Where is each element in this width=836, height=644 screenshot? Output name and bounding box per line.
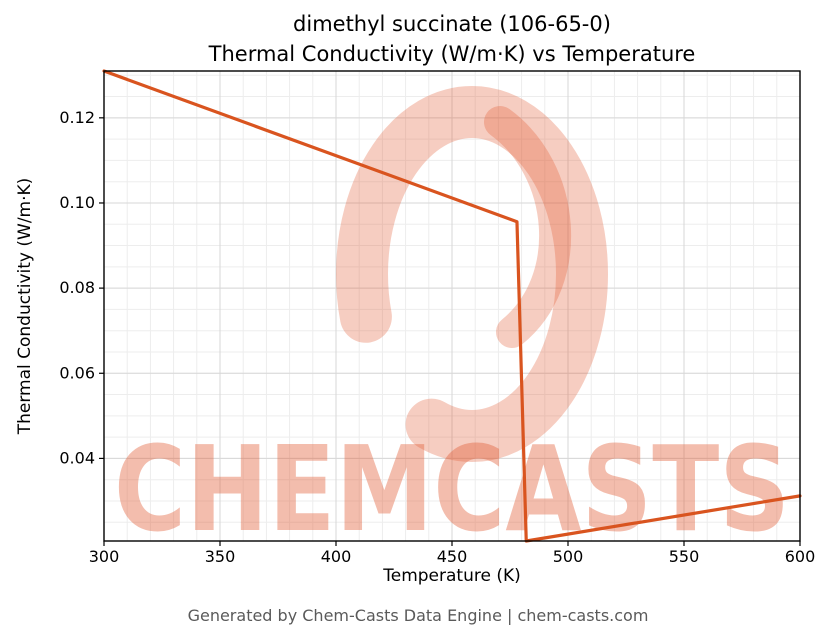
- tick-labels: 300 350 400 450 500 550 600 0.04 0.06 0.08 0.10 0.1…: [59, 108, 815, 566]
- axis-ticks: [99, 117, 801, 546]
- x-axis-label: Temperature (K): [383, 566, 521, 586]
- watermark-swirl-inner-icon: [484, 106, 572, 348]
- x-tick-label: 350: [205, 547, 236, 566]
- x-tick-label: 400: [321, 547, 352, 566]
- y-tick-label: 0.10: [59, 193, 95, 212]
- footer-credit: Generated by Chem-Casts Data Engine | ch…: [187, 606, 649, 625]
- x-tick-label: 550: [669, 547, 700, 566]
- y-tick-label: 0.08: [59, 278, 95, 297]
- chart-title: dimethyl succinate (106-65-0) Thermal Co…: [104, 9, 800, 69]
- x-tick-label: 500: [553, 547, 584, 566]
- chart-title-line2: Thermal Conductivity (W/m·K) vs Temperat…: [208, 42, 696, 66]
- data-line-thermal-conductivity: [102, 69, 802, 543]
- y-tick-label: 0.06: [59, 363, 95, 382]
- x-tick-label: 300: [89, 547, 120, 566]
- x-tick-label: 600: [785, 547, 816, 566]
- watermark-swirl-icon: [336, 86, 608, 462]
- y-tick-label: 0.12: [59, 108, 95, 127]
- watermark: CHEMCASTS: [114, 86, 790, 558]
- chart-title-line1: dimethyl succinate (106-65-0): [293, 12, 611, 36]
- x-tick-label: 450: [437, 547, 468, 566]
- watermark-text: CHEMCASTS: [114, 420, 790, 558]
- y-tick-label: 0.04: [59, 448, 95, 467]
- y-axis-label: Thermal Conductivity (W/m·K): [15, 177, 35, 435]
